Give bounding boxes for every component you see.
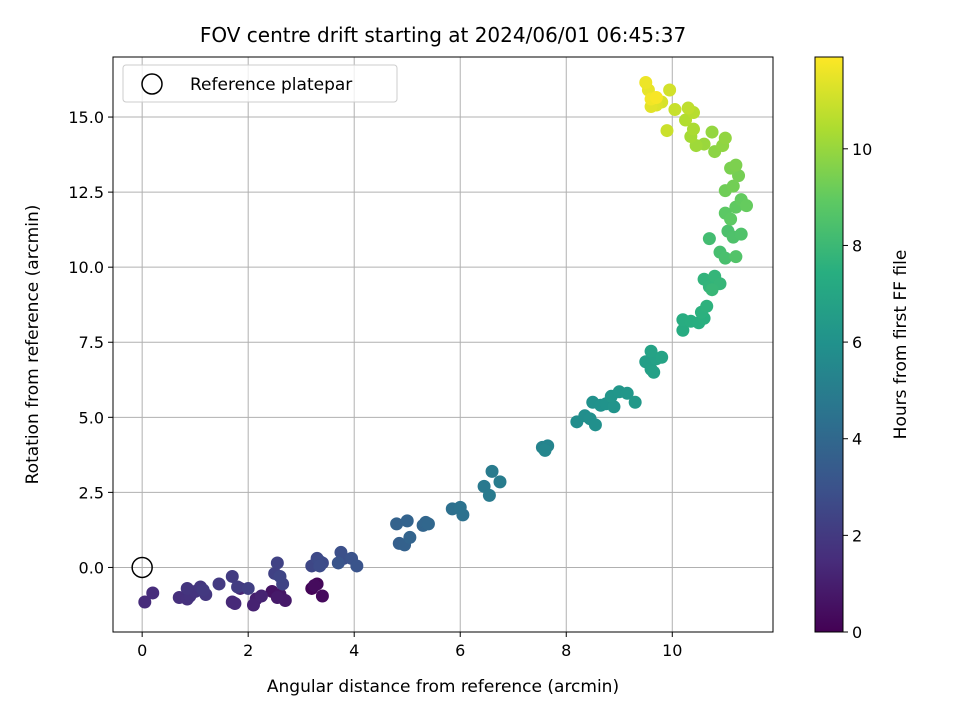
- data-point: [180, 581, 194, 595]
- data-point: [734, 227, 748, 241]
- data-point: [225, 569, 239, 583]
- data-point: [390, 517, 404, 531]
- data-point: [146, 586, 160, 600]
- x-axis-ticks: 0 2 4 6 8 10: [137, 632, 682, 660]
- data-point: [739, 199, 753, 213]
- data-point: [453, 500, 467, 514]
- data-point: [702, 232, 716, 246]
- data-point: [686, 122, 700, 136]
- y-axis-ticks: 0.0 2.5 5.0 7.5 10.0 12.5 15.0: [68, 108, 113, 577]
- y-tick-label: 10.0: [68, 258, 104, 277]
- colorbar-label: Hours from first FF file: [891, 250, 911, 440]
- chart-title: FOV centre drift starting at 2024/06/01 …: [200, 23, 686, 47]
- data-point: [655, 350, 669, 364]
- data-point: [421, 517, 435, 531]
- data-point: [400, 514, 414, 528]
- y-tick-label: 7.5: [79, 333, 104, 352]
- data-point: [726, 179, 740, 193]
- data-point: [254, 589, 268, 603]
- x-axis-label: Angular distance from reference (arcmin): [267, 677, 619, 697]
- colorbar-tick-label: 6: [852, 333, 862, 352]
- data-point: [315, 589, 329, 603]
- data-point: [307, 578, 321, 592]
- data-point: [331, 556, 345, 570]
- x-tick-label: 8: [561, 641, 571, 660]
- grid-lines: [113, 57, 773, 632]
- data-point: [270, 556, 284, 570]
- data-point: [718, 251, 732, 265]
- data-point: [639, 76, 653, 90]
- plot-frame: [112, 56, 774, 633]
- y-tick-label: 2.5: [79, 483, 104, 502]
- x-tick-label: 10: [662, 641, 682, 660]
- y-tick-label: 15.0: [68, 108, 104, 127]
- data-point: [700, 299, 714, 313]
- colorbar-tick-label: 2: [852, 526, 862, 545]
- data-point: [705, 283, 719, 297]
- data-point: [607, 400, 621, 414]
- x-tick-label: 6: [455, 641, 465, 660]
- data-points: [138, 76, 753, 612]
- data-point: [729, 158, 743, 172]
- y-tick-label: 12.5: [68, 183, 104, 202]
- data-point: [241, 581, 255, 595]
- data-point: [228, 596, 242, 610]
- data-point: [644, 344, 658, 358]
- colorbar-tick-label: 10: [852, 140, 872, 159]
- data-point: [705, 125, 719, 139]
- data-point: [620, 386, 634, 400]
- legend-label-reference: Reference platepar: [190, 75, 352, 95]
- data-point: [212, 577, 226, 591]
- data-point: [403, 530, 417, 544]
- data-point: [270, 590, 284, 604]
- data-point: [485, 464, 499, 478]
- colorbar-tick-label: 0: [852, 623, 862, 642]
- colorbar-ticks: 0 2 4 6 8 10: [843, 140, 872, 642]
- y-tick-label: 0.0: [79, 558, 104, 577]
- legend-box: [122, 64, 398, 103]
- data-point: [196, 583, 210, 597]
- y-axis-label: Rotation from reference (arcmin): [23, 205, 43, 485]
- data-point: [628, 395, 642, 409]
- data-point: [718, 131, 732, 145]
- data-point: [681, 101, 695, 115]
- data-point: [246, 598, 260, 612]
- data-point: [273, 569, 287, 583]
- y-tick-label: 5.0: [79, 408, 104, 427]
- reference-marker: [131, 556, 153, 579]
- data-point: [660, 124, 674, 138]
- legend: Reference platepar: [122, 64, 398, 103]
- data-point: [724, 212, 738, 226]
- x-tick-label: 2: [243, 641, 253, 660]
- data-point: [588, 418, 602, 432]
- data-point: [663, 83, 677, 97]
- data-point: [334, 545, 348, 559]
- colorbar: 0 2 4 6 8 10 Hours from first FF file: [814, 56, 911, 642]
- colorbar-tick-label: 8: [852, 236, 862, 255]
- x-tick-label: 4: [349, 641, 359, 660]
- data-point: [313, 559, 327, 573]
- data-point: [350, 559, 364, 573]
- data-point: [138, 595, 152, 609]
- data-point: [649, 91, 663, 105]
- data-point: [676, 323, 690, 337]
- colorbar-tick-label: 4: [852, 430, 862, 449]
- data-point: [647, 365, 661, 379]
- data-point: [668, 103, 682, 117]
- data-point: [231, 580, 245, 594]
- data-point: [729, 250, 743, 264]
- data-point: [538, 443, 552, 457]
- reference-point: [131, 556, 153, 579]
- colorbar-gradient: [814, 56, 844, 633]
- legend-reference-marker: [141, 73, 163, 95]
- data-point: [493, 475, 507, 489]
- x-tick-label: 0: [137, 641, 147, 660]
- data-point: [482, 488, 496, 502]
